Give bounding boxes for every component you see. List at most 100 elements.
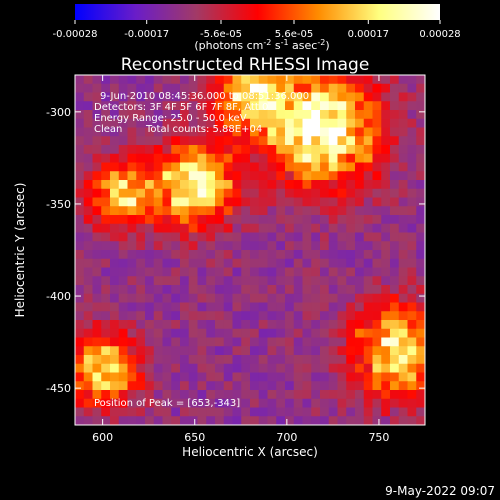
heatmap-cell bbox=[407, 136, 417, 146]
heatmap-cell bbox=[232, 311, 242, 321]
heatmap-cell bbox=[75, 390, 85, 400]
heatmap-cell bbox=[363, 293, 373, 303]
heatmap-cell bbox=[162, 390, 172, 400]
heatmap-cell bbox=[153, 180, 163, 190]
heatmap-cell bbox=[398, 363, 408, 373]
heatmap-cell bbox=[346, 83, 356, 93]
heatmap-cell bbox=[223, 127, 233, 137]
heatmap-cell bbox=[302, 258, 312, 268]
heatmap-cell bbox=[197, 258, 207, 268]
heatmap-cell bbox=[197, 311, 207, 321]
heatmap-cell bbox=[416, 302, 426, 312]
heatmap-cell bbox=[293, 223, 303, 233]
y-tick-label: -400 bbox=[46, 290, 71, 303]
heatmap-cell bbox=[110, 258, 120, 268]
heatmap-cell bbox=[83, 206, 93, 216]
heatmap-cell bbox=[118, 232, 128, 242]
heatmap-cell bbox=[390, 293, 400, 303]
heatmap-cell bbox=[197, 180, 207, 190]
heatmap-cell bbox=[118, 363, 128, 373]
footer-timestamp: 9-May-2022 09:07 bbox=[385, 484, 495, 498]
heatmap-cell bbox=[162, 285, 172, 295]
heatmap-cell bbox=[285, 127, 295, 137]
heatmap-cell bbox=[328, 311, 338, 321]
heatmap-cell bbox=[118, 285, 128, 295]
heatmap-cell bbox=[153, 171, 163, 181]
heatmap-cell bbox=[232, 328, 242, 338]
heatmap-cell bbox=[293, 311, 303, 321]
heatmap-cell bbox=[337, 355, 347, 365]
heatmap-cell bbox=[162, 250, 172, 260]
heatmap-cell bbox=[171, 215, 181, 225]
heatmap-cell bbox=[311, 171, 321, 181]
heatmap-cell bbox=[328, 232, 338, 242]
heatmap-cell bbox=[110, 153, 120, 163]
heatmap-cell bbox=[320, 381, 330, 391]
heatmap-cell bbox=[398, 92, 408, 102]
heatmap-cell bbox=[416, 416, 426, 426]
heatmap-cell bbox=[188, 407, 198, 417]
heatmap-cell bbox=[250, 355, 260, 365]
heatmap-cell bbox=[171, 153, 181, 163]
y-tick-label: -450 bbox=[46, 382, 71, 395]
heatmap-cell bbox=[363, 302, 373, 312]
heatmap-cell bbox=[302, 188, 312, 198]
heatmap-cell bbox=[398, 355, 408, 365]
heatmap-cell bbox=[127, 171, 137, 181]
heatmap-cell bbox=[188, 363, 198, 373]
x-tick-label: 650 bbox=[184, 431, 205, 444]
heatmap-cell bbox=[355, 188, 365, 198]
heatmap-cell bbox=[162, 83, 172, 93]
heatmap-cell bbox=[83, 355, 93, 365]
heatmap-cell bbox=[276, 276, 286, 286]
heatmap-cell bbox=[416, 188, 426, 198]
heatmap-cell bbox=[180, 232, 190, 242]
heatmap-cell bbox=[223, 311, 233, 321]
heatmap-cell bbox=[136, 363, 146, 373]
heatmap-cell bbox=[398, 127, 408, 137]
heatmap-cell bbox=[171, 127, 181, 137]
heatmap-cell bbox=[180, 188, 190, 198]
heatmap-cell bbox=[293, 232, 303, 242]
colorbar-tick-label: -0.00028 bbox=[53, 29, 98, 40]
heatmap-cell bbox=[223, 241, 233, 251]
heatmap-cell bbox=[276, 215, 286, 225]
heatmap-cell bbox=[258, 302, 268, 312]
heatmap-cell bbox=[136, 171, 146, 181]
heatmap-cell bbox=[188, 75, 198, 85]
heatmap-cell bbox=[92, 206, 102, 216]
heatmap-cell bbox=[311, 250, 321, 260]
heatmap-cell bbox=[188, 241, 198, 251]
heatmap-cell bbox=[320, 215, 330, 225]
heatmap-cell bbox=[276, 390, 286, 400]
heatmap-cell bbox=[232, 363, 242, 373]
heatmap-cell bbox=[390, 363, 400, 373]
heatmap-cell bbox=[171, 145, 181, 155]
heatmap-cell bbox=[363, 232, 373, 242]
heatmap-cell bbox=[83, 101, 93, 111]
heatmap-cell bbox=[328, 355, 338, 365]
heatmap-cell bbox=[381, 92, 391, 102]
heatmap-cell bbox=[276, 162, 286, 172]
heatmap-cell bbox=[83, 188, 93, 198]
heatmap-cell bbox=[328, 223, 338, 233]
heatmap-cell bbox=[197, 328, 207, 338]
heatmap-cell bbox=[153, 302, 163, 312]
heatmap-cell bbox=[267, 293, 277, 303]
heatmap-cell bbox=[372, 188, 382, 198]
heatmap-cell bbox=[302, 136, 312, 146]
heatmap-cell bbox=[293, 92, 303, 102]
heatmap-cell bbox=[320, 127, 330, 137]
heatmap-cell bbox=[145, 241, 155, 251]
heatmap-cell bbox=[311, 241, 321, 251]
heatmap-cell bbox=[75, 250, 85, 260]
heatmap-cell bbox=[110, 311, 120, 321]
heatmap-cell bbox=[416, 241, 426, 251]
heatmap-cell bbox=[416, 346, 426, 356]
heatmap-cell bbox=[180, 285, 190, 295]
heatmap-cell bbox=[311, 232, 321, 242]
heatmap-cell bbox=[258, 127, 268, 137]
heatmap-cell bbox=[223, 118, 233, 128]
heatmap-cell bbox=[285, 223, 295, 233]
heatmap-cell bbox=[197, 346, 207, 356]
